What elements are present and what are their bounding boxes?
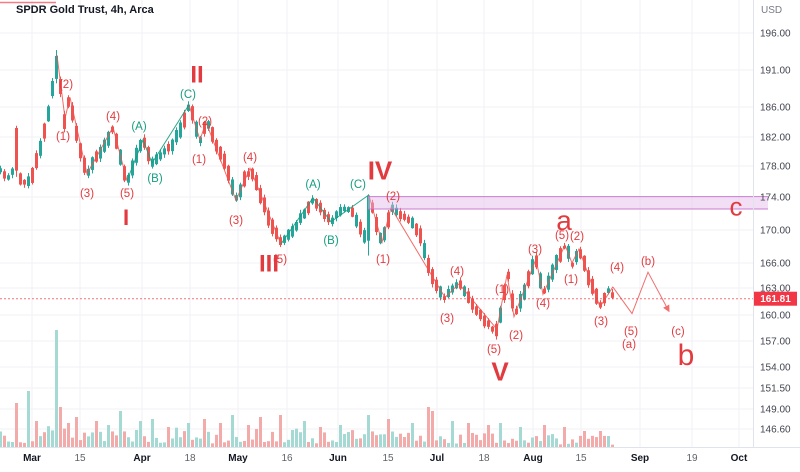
- wave-sub-label[interactable]: (1): [56, 131, 70, 143]
- time-tick-label: Apr: [133, 453, 150, 464]
- wave-sub-label[interactable]: (1): [564, 274, 578, 286]
- wave-sub-label[interactable]: (c): [671, 326, 685, 338]
- time-tick-label: Jun: [329, 453, 347, 464]
- time-axis-scale[interactable]: [0, 448, 753, 472]
- wave-sub-label[interactable]: (B): [147, 173, 163, 185]
- candles: [0, 50, 614, 340]
- price-tick-label: 182.00: [760, 133, 791, 144]
- wave-primary-label[interactable]: II: [190, 62, 203, 89]
- time-tick-label: 15: [74, 453, 86, 464]
- wave-sub-label[interactable]: (5): [487, 344, 501, 356]
- price-tick-label: 149.00: [760, 405, 791, 416]
- wave-sub-label[interactable]: (3): [594, 316, 608, 328]
- time-tick-label: 18: [478, 453, 490, 464]
- wave-sub-label[interactable]: (a): [622, 339, 636, 351]
- wave-sub-label[interactable]: (b): [641, 256, 655, 268]
- price-tick-label: 178.00: [760, 162, 791, 173]
- wave-sub-label[interactable]: (4): [243, 152, 257, 164]
- price-tick-label: 170.00: [760, 226, 791, 237]
- wave-line-red[interactable]: [368, 195, 498, 330]
- wave-sub-label[interactable]: (1): [376, 254, 390, 266]
- time-tick-label: Mar: [23, 453, 41, 464]
- wave-sub-label[interactable]: (3): [229, 215, 243, 227]
- wave-sub-label[interactable]: (4): [536, 298, 550, 310]
- time-tick-label: 18: [184, 453, 196, 464]
- wave-primary-label[interactable]: a: [556, 205, 572, 236]
- wave-sub-label[interactable]: (4): [450, 266, 464, 278]
- price-axis-scale[interactable]: [753, 0, 800, 448]
- wave-sub-label[interactable]: (A): [305, 179, 321, 191]
- wave-sub-label[interactable]: (5): [120, 188, 134, 200]
- price-tick-label: 146.60: [760, 425, 791, 436]
- time-tick-label: 15: [575, 453, 587, 464]
- price-tick-label: 186.00: [760, 103, 791, 114]
- wave-sub-label[interactable]: (1): [192, 154, 206, 166]
- wave-sub-label[interactable]: (3): [440, 313, 454, 325]
- time-tick-label: May: [228, 453, 248, 464]
- wave-sub-label[interactable]: (1): [495, 284, 509, 296]
- wave-sub-label[interactable]: (C): [180, 89, 196, 101]
- wave-sub-label[interactable]: (2): [386, 191, 400, 203]
- wave-sub-label[interactable]: (C): [350, 179, 366, 191]
- last-price-value: 161.81: [760, 294, 791, 305]
- wave-sub-label[interactable]: (2): [198, 116, 212, 128]
- wave-primary-label[interactable]: III: [259, 251, 279, 278]
- wave-sub-label[interactable]: (5): [555, 230, 569, 242]
- time-tick-label: Oct: [731, 453, 748, 464]
- wave-labels[interactable]: (1)(2)(3)(4)(5)(A)(B)(C)(1)(2)(3)(4)(5)(…: [56, 62, 743, 387]
- supply-zone-fill[interactable]: [368, 196, 768, 209]
- supply-zone-band[interactable]: [0, 1, 768, 210]
- grid-lines: [0, 0, 753, 447]
- wave-primary-label[interactable]: V: [491, 356, 509, 386]
- wave-sub-label[interactable]: (A): [131, 121, 147, 133]
- wave-line-red[interactable]: [56, 55, 128, 181]
- price-axis-unit: USD: [761, 5, 783, 16]
- time-tick-label: 16: [281, 453, 293, 464]
- time-tick-label: Jul: [430, 453, 445, 464]
- time-tick-label: 19: [686, 453, 698, 464]
- wave-sub-label[interactable]: (2): [509, 330, 523, 342]
- price-tick-label: 191.00: [760, 66, 791, 77]
- time-tick-label: 15: [382, 453, 394, 464]
- wave-line-teal[interactable]: [280, 195, 369, 245]
- wave-primary-label[interactable]: b: [678, 339, 695, 372]
- price-tick-label: 157.00: [760, 337, 791, 348]
- elliott-wave-lines[interactable]: [56, 55, 614, 330]
- wave-line-red[interactable]: [188, 104, 282, 245]
- symbol-title: SPDR Gold Trust, 4h, Arca: [16, 4, 154, 16]
- time-tick-label: Aug: [523, 453, 542, 464]
- time-tick-label: Sep: [631, 453, 649, 464]
- wave-primary-label[interactable]: I: [123, 205, 129, 230]
- last-price-badge: [754, 291, 797, 306]
- price-tick-label: 174.00: [760, 193, 791, 204]
- wave-primary-label[interactable]: IV: [368, 155, 393, 185]
- wave-sub-label[interactable]: (2): [570, 231, 584, 243]
- wave-sub-label[interactable]: (4): [106, 111, 120, 123]
- price-tick-label: 151.50: [760, 384, 791, 395]
- price-tick-label: 166.00: [760, 259, 791, 270]
- wave-sub-label[interactable]: (5): [624, 326, 638, 338]
- volume-bars: [0, 330, 614, 447]
- wave-line-teal[interactable]: [126, 104, 190, 181]
- projection-path[interactable]: [612, 271, 670, 315]
- wave-sub-label[interactable]: (3): [80, 188, 94, 200]
- price-tick-label: 154.00: [760, 363, 791, 374]
- wave-sub-label[interactable]: (4): [610, 262, 624, 274]
- last-price-line: 161.81: [0, 291, 797, 306]
- price-tick-label: 196.00: [760, 29, 791, 40]
- wave-sub-label[interactable]: (B): [323, 235, 339, 247]
- forecast-arrow[interactable]: [612, 271, 670, 315]
- wave-sub-label[interactable]: (3): [528, 244, 542, 256]
- wave-line-red[interactable]: [496, 244, 566, 330]
- wave-sub-label[interactable]: (2): [59, 79, 73, 91]
- wave-sub-label[interactable]: (5): [273, 254, 287, 266]
- wave-line-red[interactable]: [564, 244, 614, 309]
- price-tick-label: 160.00: [760, 311, 791, 322]
- price-tick-label: 163.00: [760, 284, 791, 295]
- wave-primary-label[interactable]: c: [730, 191, 743, 221]
